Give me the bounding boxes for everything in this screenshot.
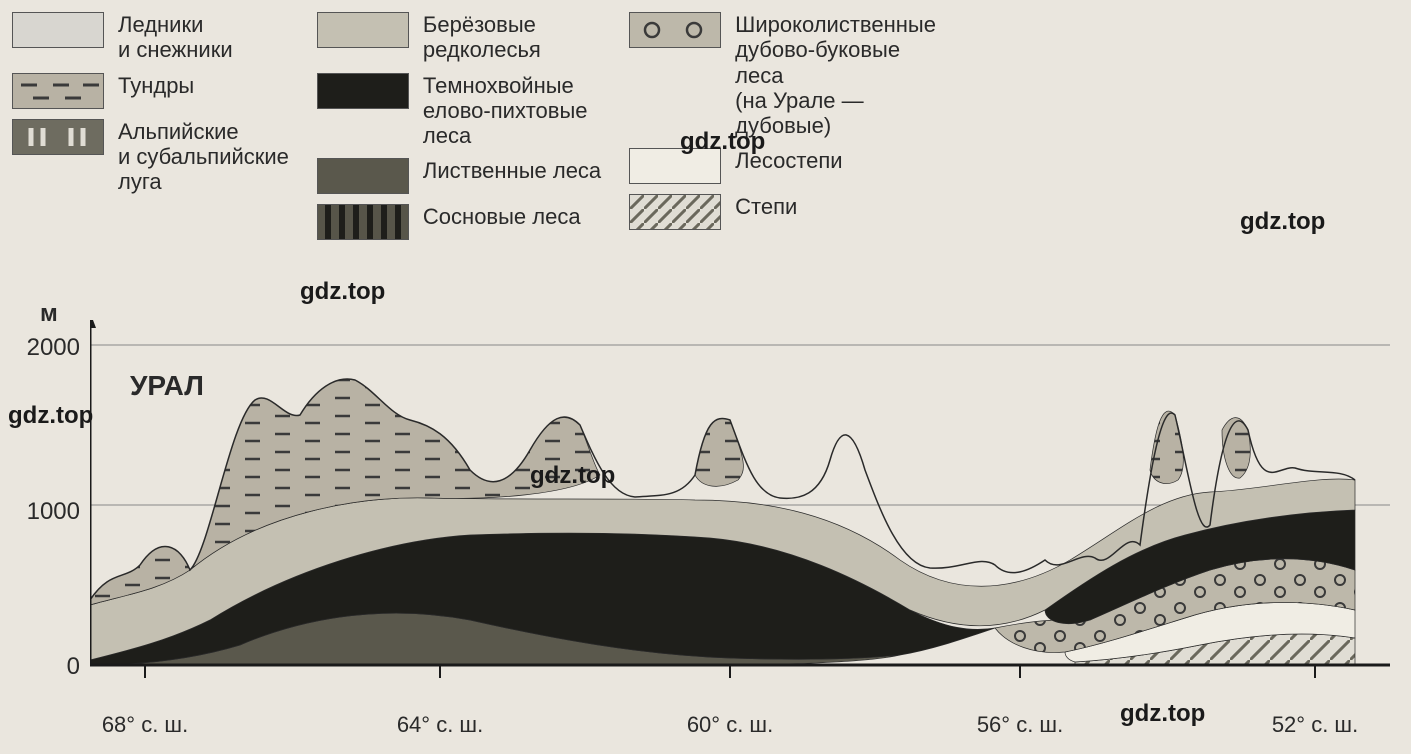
y-tick: 1000 (0, 498, 80, 526)
legend-item-tundra: Тундры (12, 73, 289, 109)
y-axis-arrow-icon (90, 320, 96, 328)
x-tick-label: 52° с. ш. (1255, 712, 1375, 738)
watermark: gdz.top (530, 462, 615, 490)
legend-item-foreststeppe: Лесостепи (629, 148, 936, 184)
legend-label: Альпийскиеи субальпийскиелуга (118, 119, 289, 195)
swatch-deciduous (317, 158, 409, 194)
y-axis-unit: м (40, 300, 58, 328)
swatch-darkconifer (317, 73, 409, 109)
legend-col-2: Берёзовыередколесья Темнохвойныеелово-пи… (317, 12, 601, 240)
watermark: gdz.top (1120, 700, 1205, 728)
legend-label: Широколиственныедубово-буковыелеса(на Ур… (735, 12, 936, 138)
x-tick-label: 60° с. ш. (670, 712, 790, 738)
legend-item-broadleaf: Широколиственныедубово-буковыелеса(на Ур… (629, 12, 936, 138)
legend-item-birch: Берёзовыередколесья (317, 12, 601, 63)
legend-item-darkconifer: Темнохвойныеелово-пихтовыелеса (317, 73, 601, 149)
legend-label: Берёзовыередколесья (423, 12, 541, 63)
legend-col-3: Широколиственныедубово-буковыелеса(на Ур… (629, 12, 936, 240)
legend-label: Тундры (118, 73, 194, 98)
figure-container: Ледникии снежники Тундры Альпийскиеи суб… (0, 0, 1411, 754)
watermark: gdz.top (680, 128, 765, 156)
swatch-birch (317, 12, 409, 48)
y-tick: 2000 (0, 334, 80, 362)
swatch-glaciers (12, 12, 104, 48)
legend-label: Ледникии снежники (118, 12, 233, 63)
legend-col-1: Ледникии снежники Тундры Альпийскиеи суб… (12, 12, 289, 240)
x-tick-label: 68° с. ш. (85, 712, 205, 738)
profile-chart (90, 320, 1390, 700)
watermark: gdz.top (8, 402, 93, 430)
legend-item-pine: Сосновые леса (317, 204, 601, 240)
legend-label: Темнохвойныеелово-пихтовыелеса (423, 73, 588, 149)
legend-label: Сосновые леса (423, 204, 581, 229)
legend-item-deciduous: Лиственные леса (317, 158, 601, 194)
layer-tundra-spots (695, 411, 1250, 486)
legend-label: Лиственные леса (423, 158, 601, 183)
watermark: gdz.top (1240, 208, 1325, 236)
legend-item-steppe: Степи (629, 194, 936, 230)
x-tick-label: 64° с. ш. (380, 712, 500, 738)
legend-label: Степи (735, 194, 797, 219)
swatch-alpine (12, 119, 104, 155)
x-ticks (145, 665, 1315, 678)
x-tick-label: 56° с. ш. (960, 712, 1080, 738)
legend-item-glaciers: Ледникии снежники (12, 12, 289, 63)
watermark: gdz.top (300, 278, 385, 306)
swatch-pine (317, 204, 409, 240)
swatch-tundra (12, 73, 104, 109)
swatch-broadleaf (629, 12, 721, 48)
y-tick: 0 (0, 653, 80, 681)
swatch-steppe (629, 194, 721, 230)
legend-item-alpine: Альпийскиеи субальпийскиелуга (12, 119, 289, 195)
legend: Ледникии снежники Тундры Альпийскиеи суб… (12, 12, 1399, 240)
